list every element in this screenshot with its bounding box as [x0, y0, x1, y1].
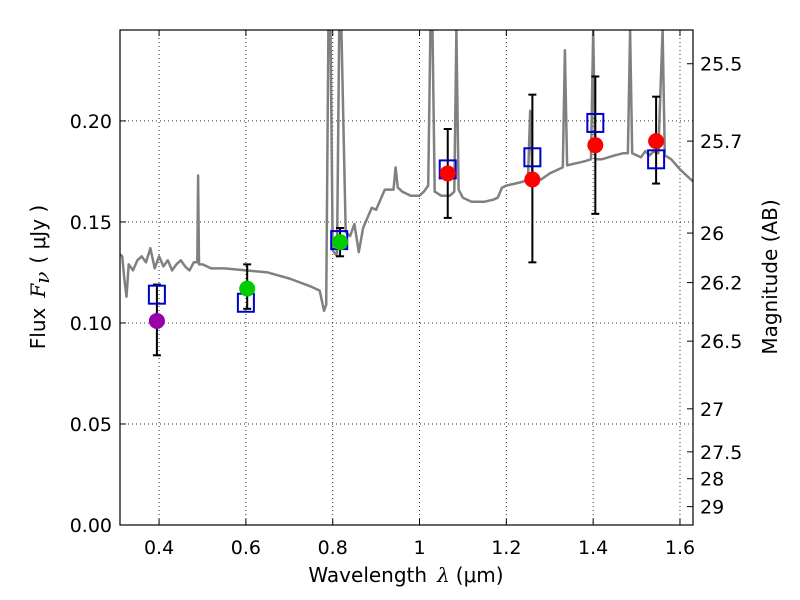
- data-points: [147, 75, 666, 357]
- y2-tick-label: 28: [700, 469, 724, 491]
- axis-ticks: 0.4 0.6 0.8 1 1.2 1.4 1.6 0.00 0.05 0.10 0.15 0.20 2…: [70, 30, 742, 559]
- observed-point: [439, 165, 456, 182]
- x-axis-label: Wavelength λ (μm): [308, 563, 503, 587]
- model-photometry-square: [647, 149, 666, 170]
- model-photometry-square: [147, 284, 166, 305]
- y2-tick-label: 27.5: [700, 442, 742, 464]
- x-tick-label: 0.8: [318, 537, 348, 559]
- observed-point: [332, 234, 349, 251]
- y2-tick-label: 25.7: [700, 131, 742, 153]
- plot-frame: [119, 29, 694, 526]
- observed-point: [587, 137, 604, 154]
- x-tick-label: 1: [413, 537, 425, 559]
- y-axis-label: FluxFν( μJy ): [26, 205, 54, 349]
- x-tick-label: 0.4: [144, 537, 174, 559]
- observed-point: [239, 280, 256, 297]
- observed-point: [148, 312, 165, 329]
- x-tick-label: 1.2: [491, 537, 521, 559]
- y-tick-label: 0.15: [70, 212, 112, 234]
- y2-tick-label: 29: [700, 497, 724, 519]
- y2-tick-label: 27: [700, 399, 724, 421]
- x-tick-label: 0.6: [231, 537, 261, 559]
- observed-point: [524, 171, 541, 188]
- y2-tick-label: 25.5: [700, 54, 742, 76]
- y-tick-label: 0.05: [70, 414, 112, 436]
- grid: [120, 30, 693, 526]
- y-tick-label: 0.20: [70, 111, 112, 133]
- x-tick-label: 1.6: [665, 537, 695, 559]
- model-photometry-square: [586, 112, 605, 133]
- y-tick-label: 0.00: [70, 515, 112, 537]
- y-tick-label: 0.10: [70, 313, 112, 335]
- model-spectrum-line: [120, 30, 693, 313]
- x-tick-label: 1.4: [578, 537, 608, 559]
- y2-tick-label: 26.5: [700, 331, 742, 353]
- y2-axis-label: Magnitude (AB): [758, 199, 782, 354]
- y2-tick-label: 26.2: [700, 273, 742, 295]
- y2-tick-label: 26: [700, 223, 724, 245]
- model-spectrum: [120, 30, 693, 313]
- model-photometry-square: [523, 147, 542, 168]
- observed-point: [648, 133, 665, 150]
